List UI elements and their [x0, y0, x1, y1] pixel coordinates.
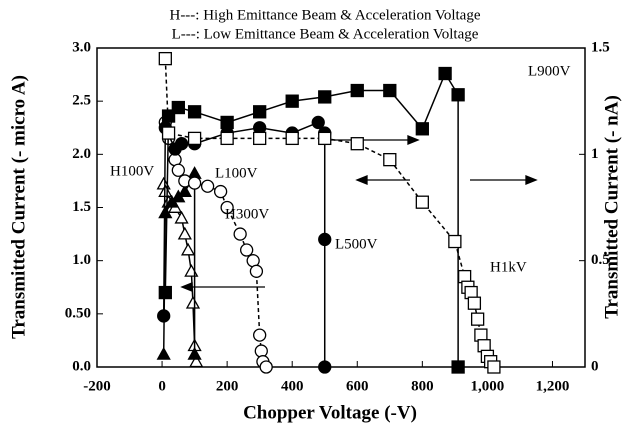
legend-note: H---: High Emittance Beam & Acceleration… [169, 7, 480, 23]
data-point [187, 346, 202, 360]
data-point [253, 105, 267, 119]
data-point [318, 131, 332, 146]
x-tick-label: 400 [281, 378, 304, 394]
y-tick-label: 2.5 [72, 93, 91, 109]
data-point [253, 131, 267, 146]
data-point [470, 312, 485, 326]
series-label: L900V [528, 63, 571, 79]
data-point [350, 83, 364, 98]
data-point [200, 179, 215, 193]
data-point [350, 137, 364, 151]
data-point [285, 94, 299, 108]
data-point [249, 264, 264, 278]
data-point [415, 122, 429, 136]
data-point [318, 232, 332, 247]
data-point [383, 83, 397, 98]
data-point [220, 131, 234, 146]
data-point [253, 328, 267, 342]
x-tick-label: 800 [411, 378, 434, 394]
data-point [451, 88, 465, 102]
data-point [318, 90, 332, 104]
data-point [233, 227, 247, 241]
series-label: H100V [110, 163, 154, 179]
data-point [184, 263, 199, 277]
data-point [448, 234, 462, 249]
data-point [487, 360, 501, 374]
data-point [174, 210, 189, 224]
y-tick-label: 0.0 [72, 358, 91, 374]
data-point [318, 360, 332, 374]
series-label: L500V [335, 236, 378, 252]
legend-note: L---: Low Emittance Beam & Acceleration … [172, 26, 479, 42]
data-point [451, 360, 465, 374]
y-tick-label: 3.0 [72, 39, 91, 55]
data-point [177, 184, 192, 198]
data-point [220, 115, 234, 130]
y2-tick-label: 0 [591, 358, 599, 374]
data-point [259, 360, 273, 374]
y2-tick-label: 0.5 [591, 252, 610, 268]
data-point [156, 346, 171, 360]
data-point [177, 226, 192, 240]
data-point [158, 51, 172, 66]
series-label: L100V [215, 165, 258, 181]
data-point [174, 137, 189, 151]
x-axis-label: Chopper Voltage (-V) [243, 402, 417, 423]
series-label: H300V [225, 206, 269, 222]
series-line [164, 71, 459, 367]
data-point [171, 100, 185, 115]
data-point [187, 131, 202, 146]
y2-axis-label: Transmitted Current (- nA) [601, 95, 622, 319]
data-point [158, 285, 172, 300]
data-point [185, 295, 201, 309]
data-point [187, 105, 202, 119]
data-point [189, 354, 204, 368]
y-tick-label: 1.5 [72, 199, 91, 215]
y2-tick-label: 1 [591, 146, 599, 162]
data-point [415, 195, 429, 209]
data-point [438, 66, 452, 81]
data-point [311, 115, 325, 130]
data-point [285, 131, 299, 146]
data-point [171, 163, 185, 177]
y2-tick-label: 1.5 [591, 39, 610, 55]
x-tick-label: 1,200 [536, 378, 570, 394]
x-tick-label: 200 [216, 378, 239, 394]
data-point [213, 184, 228, 199]
data-point [467, 296, 482, 310]
y-tick-label: 0.50 [65, 305, 91, 321]
x-tick-label: 600 [346, 378, 369, 394]
series-line [164, 58, 495, 368]
x-tick-label: -200 [83, 378, 111, 394]
data-point [187, 176, 202, 190]
data-point [383, 152, 397, 167]
x-tick-label: 0 [158, 378, 166, 394]
data-point [157, 309, 171, 323]
data-point [220, 200, 234, 215]
y-tick-label: 2.0 [72, 146, 91, 162]
y-tick-label: 1.0 [72, 252, 91, 268]
data-point [161, 126, 176, 140]
series-label: H1kV [490, 259, 527, 275]
y-axis-label: Transmitted Current (- micro A) [8, 75, 29, 339]
x-tick-label: 1,000 [471, 378, 505, 394]
data-point [180, 242, 196, 256]
data-point [240, 243, 254, 257]
